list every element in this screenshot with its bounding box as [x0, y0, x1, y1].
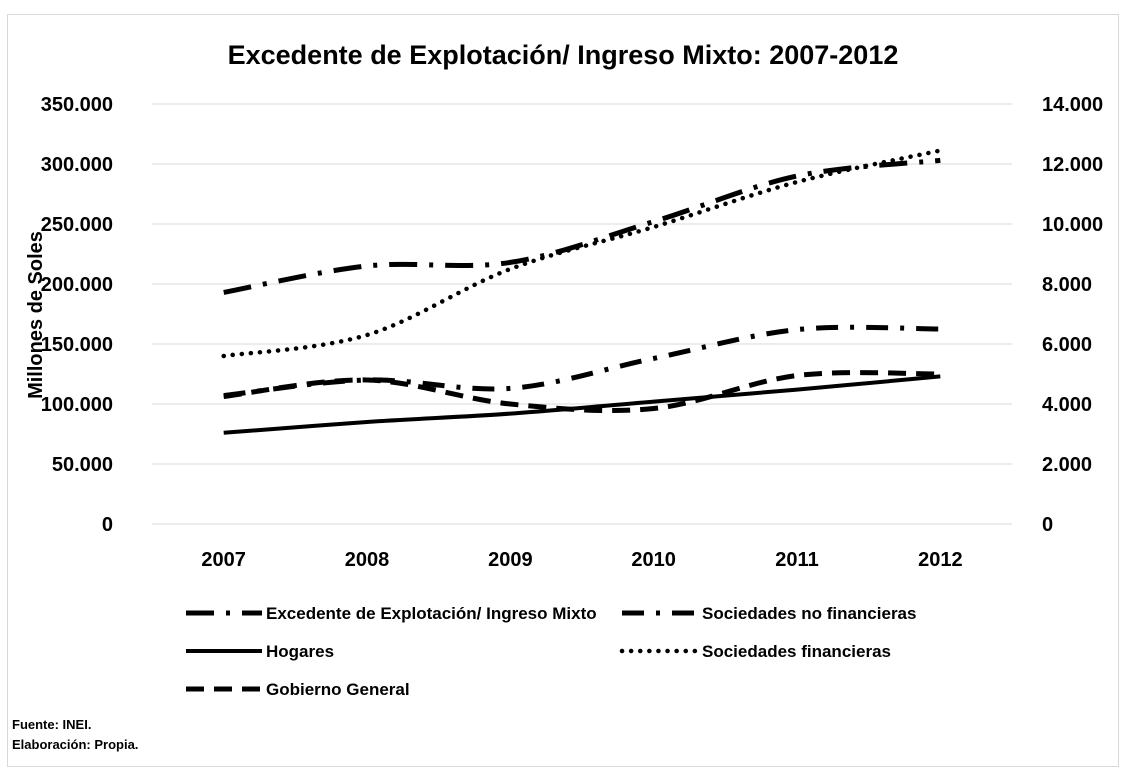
y-tick-label: 0 — [102, 514, 113, 536]
y2-tick-label: 10.000 — [1042, 214, 1103, 236]
x-tick-label: 2008 — [345, 549, 390, 571]
y-tick-label: 350.000 — [41, 94, 113, 116]
legend-label-excedente-de-explotacion-ingreso-mixto: Excedente de Explotación/ Ingreso Mixto — [266, 604, 597, 623]
y-axis-ticks: 350.000 300.000 250.000 200.000 150.000 100.0… — [41, 94, 113, 536]
x-tick-label: 2007 — [201, 549, 246, 571]
y-tick-label: 300.000 — [41, 154, 113, 176]
x-axis-ticks: 2007 2008 2009 2010 2011 2012 — [201, 549, 962, 571]
source-note: Fuente: INEI. — [12, 717, 91, 732]
y2-tick-label: 6.000 — [1042, 334, 1092, 356]
series-line-excedente-de-explotacion-ingreso-mixto — [224, 160, 941, 292]
legend-label-sociedades-no-financieras: Sociedades no financieras — [702, 604, 916, 623]
y2-tick-label: 0 — [1042, 514, 1053, 536]
series-line-hogares — [224, 376, 941, 432]
legend-label-gobierno-general: Gobierno General — [266, 680, 410, 699]
y2-tick-label: 8.000 — [1042, 274, 1092, 296]
x-tick-label: 2009 — [488, 549, 533, 571]
x-tick-label: 2010 — [631, 549, 676, 571]
y-axis-label: Millones de Soles — [25, 231, 47, 399]
legend: Excedente de Explotación/ Ingreso Mixto S… — [186, 604, 916, 699]
y-tick-label: 50.000 — [52, 454, 113, 476]
y-tick-label: 200.000 — [41, 274, 113, 296]
x-tick-label: 2012 — [918, 549, 963, 571]
y-tick-label: 250.000 — [41, 214, 113, 236]
legend-label-hogares: Hogares — [266, 642, 334, 661]
chart-title: Excedente de Explotación/ Ingreso Mixto:… — [228, 40, 899, 70]
y-tick-label: 150.000 — [41, 334, 113, 356]
secondary-y-axis-ticks: 14.000 12.000 10.000 8.000 6.000 4.000 2.000 0 — [1042, 94, 1103, 536]
y2-tick-label: 2.000 — [1042, 454, 1092, 476]
series-lines — [224, 150, 941, 432]
y2-tick-label: 14.000 — [1042, 94, 1103, 116]
y2-tick-label: 4.000 — [1042, 394, 1092, 416]
elaboration-note: Elaboración: Propia. — [12, 737, 138, 752]
legend-label-sociedades-financieras: Sociedades financieras — [702, 642, 891, 661]
y-tick-label: 100.000 — [41, 394, 113, 416]
y2-tick-label: 12.000 — [1042, 154, 1103, 176]
x-tick-label: 2011 — [775, 549, 818, 571]
